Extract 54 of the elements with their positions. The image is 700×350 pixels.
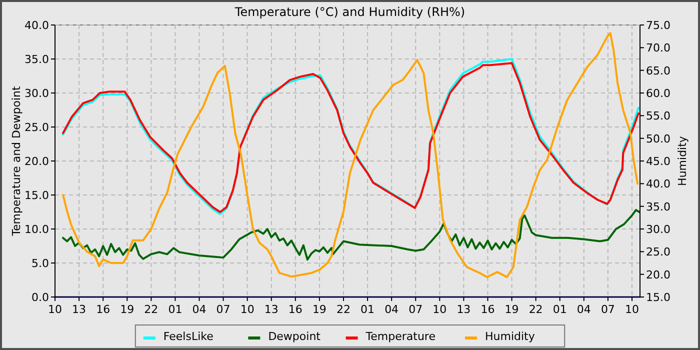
y-tick-label: 10.0 [24, 223, 49, 236]
x-tick-label: 04 [384, 303, 399, 316]
y2-tick-label: 30.0 [646, 223, 670, 236]
y-tick-label: 35.0 [24, 53, 49, 66]
x-tick-label: 16 [480, 303, 495, 316]
y-tick-label: 0.0 [32, 291, 49, 304]
x-tick-label: 01 [552, 303, 567, 316]
y2-tick-label: 20.0 [646, 268, 670, 282]
x-tick-label: 04 [576, 303, 591, 316]
y2-tick-label: 45.0 [646, 155, 670, 168]
legend-label: Dewpoint [268, 330, 322, 343]
legend-label: FeelsLike [163, 330, 214, 343]
chart-title: Temperature (°C) and Humidity (RH%) [234, 5, 466, 19]
x-tick-label: 10 [624, 303, 639, 316]
y2-tick-label: 55.0 [646, 110, 670, 123]
x-tick-label: 16 [96, 303, 110, 316]
y2-tick-label: 15.0 [646, 291, 670, 304]
legend-label: Humidity [485, 330, 536, 343]
x-tick-label: 07 [216, 303, 230, 316]
y-tick-label: 15.0 [24, 189, 49, 202]
x-tick-label: 22 [336, 303, 350, 316]
y-tick-label: 20.0 [24, 155, 49, 168]
y-tick-label: 40.0 [24, 19, 49, 32]
y2-tick-label: 50.0 [646, 132, 670, 146]
y2-tick-label: 70.0 [646, 42, 670, 55]
y2-tick-label: 65.0 [646, 64, 670, 78]
x-tick-label: 16 [288, 303, 302, 316]
x-tick-label: 13 [264, 303, 278, 316]
x-tick-label: 22 [144, 303, 158, 316]
y-tick-label: 25.0 [24, 121, 49, 134]
x-tick-label: 07 [600, 303, 615, 316]
x-tick-label: 01 [360, 303, 375, 316]
y2-tick-label: 25.0 [646, 246, 670, 259]
y2-tick-label: 75.0 [646, 19, 670, 32]
x-tick-label: 10 [240, 303, 254, 316]
y2-tick-label: 60.0 [646, 87, 670, 100]
x-tick-label: 10 [48, 303, 62, 316]
y2-tick-label: 35.0 [646, 200, 670, 214]
legend-label: Temperature [364, 330, 436, 343]
y2-axis-title: Humidity [676, 136, 689, 186]
x-tick-label: 19 [312, 303, 326, 316]
x-tick-label: 10 [432, 303, 447, 316]
x-tick-label: 13 [72, 303, 86, 316]
y-tick-label: 5.0 [32, 257, 49, 270]
x-tick-label: 22 [528, 303, 543, 316]
y-tick-label: 30.0 [24, 87, 49, 100]
x-tick-label: 01 [168, 303, 182, 316]
y2-tick-label: 40.0 [646, 178, 670, 191]
x-tick-label: 19 [504, 303, 519, 316]
x-tick-label: 07 [408, 303, 423, 316]
x-tick-label: 04 [192, 303, 206, 316]
x-tick-label: 19 [120, 303, 134, 316]
x-tick-label: 13 [456, 303, 471, 316]
y-axis-title: Temperature and Dewpoint [10, 85, 23, 237]
